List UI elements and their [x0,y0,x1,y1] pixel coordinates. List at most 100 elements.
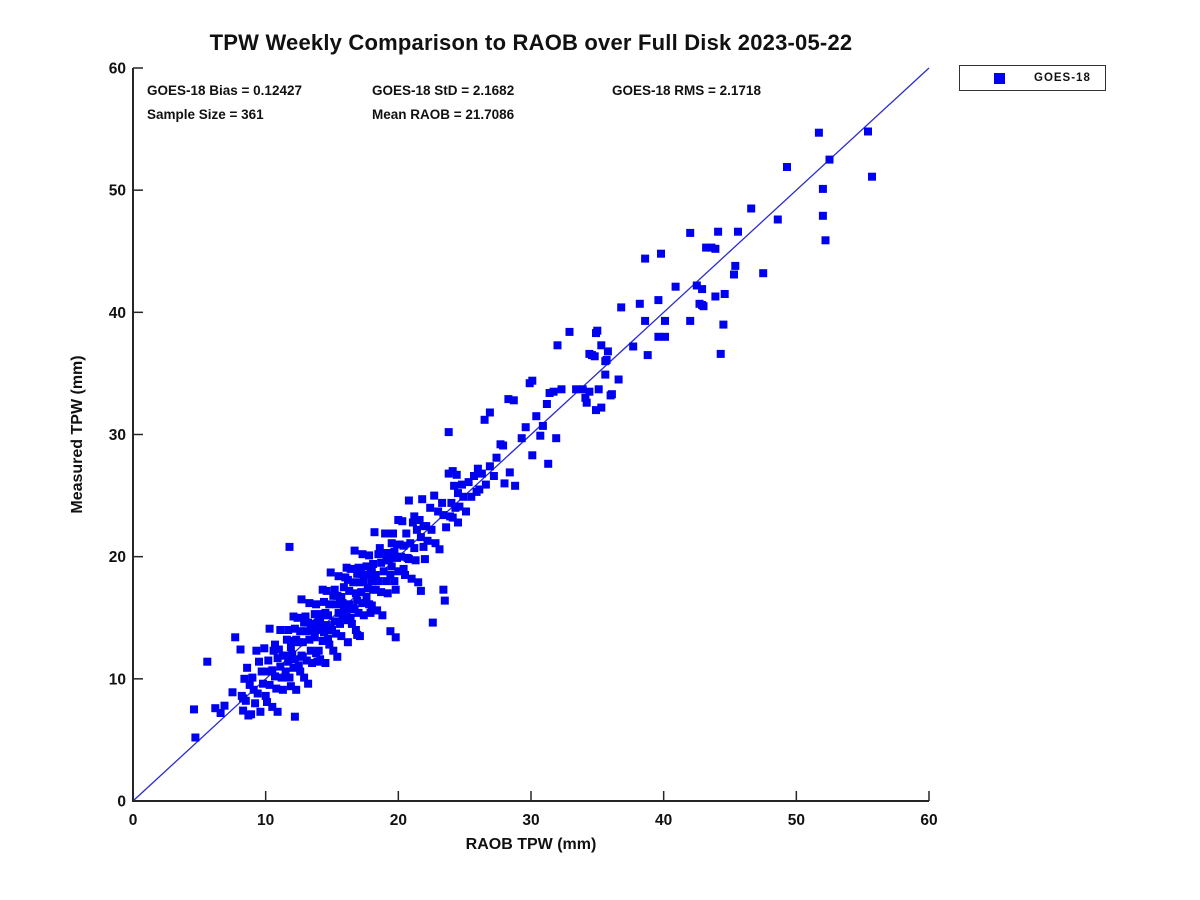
data-point [594,385,603,394]
data-point [316,655,325,664]
data-point [635,299,644,308]
data-point [399,541,408,550]
data-point [330,617,339,626]
data-point [277,673,286,682]
data-point [500,479,509,488]
data-point [581,393,590,402]
data-point [337,632,346,641]
data-point [304,679,313,688]
data-point [305,599,314,608]
data-point [747,204,756,213]
data-point [714,227,723,236]
data-point [572,385,581,394]
data-point [731,261,740,270]
data-point [373,606,382,615]
data-point [367,577,376,586]
data-point [423,536,432,545]
data-point [549,387,558,396]
data-point [371,585,380,594]
data-point [268,666,277,675]
data-point [654,332,663,341]
data-point [593,326,602,335]
stat-stdev: GOES-18 StD = 2.1682 [372,83,515,98]
data-point [462,507,470,516]
stat-sample-size: Sample Size = 361 [147,107,264,122]
data-point [435,545,444,554]
data-point [330,585,339,594]
data-point [597,403,606,412]
data-point [286,682,295,691]
y-tick-label: 60 [109,61,126,78]
data-point [354,563,363,572]
data-point [274,645,283,654]
data-point [316,616,325,625]
data-point [268,702,277,711]
data-point [296,627,305,636]
data-point [190,705,198,714]
data-point [332,629,340,638]
data-point [422,522,431,531]
data-point [306,646,315,655]
data-point [296,667,305,676]
stat-bias: GOES-18 Bias = 0.12427 [147,83,302,98]
data-point [343,638,352,647]
data-point [641,316,650,325]
data-point [338,599,347,608]
data-point [379,567,388,576]
data-point [699,302,708,311]
data-point [265,680,274,689]
data-point [261,691,270,700]
data-point [716,349,725,358]
data-point [404,496,413,505]
x-tick-label: 50 [788,812,805,829]
data-point [438,498,447,507]
data-point [450,481,459,490]
data-point [821,236,830,245]
data-point [818,211,827,220]
data-point [353,630,362,639]
data-point [370,528,379,537]
data-point [783,163,791,171]
y-tick-label: 0 [117,794,126,811]
data-point [312,600,321,609]
data-point [255,657,263,666]
y-axis-label: Measured TPW (mm) [69,355,86,513]
data-point [411,556,420,565]
data-point [419,542,428,551]
data-point [641,254,650,263]
data-point [288,650,297,659]
data-point [401,571,409,579]
data-point [374,550,383,559]
data-point [864,127,872,136]
data-point [354,608,363,617]
data-point [538,421,547,430]
data-point [528,376,537,385]
data-point [300,673,309,682]
data-point [382,577,391,586]
data-point [345,586,354,595]
data-point [253,689,262,698]
data-point [286,643,295,652]
data-point [334,572,343,581]
data-point [582,398,591,407]
data-point [485,408,494,417]
data-point [590,352,599,361]
data-point [397,552,405,561]
data-point [410,512,419,521]
data-point [293,613,302,622]
x-tick-label: 0 [129,812,138,829]
data-point [359,577,368,586]
data-point [692,281,701,290]
data-point [325,600,334,609]
data-point [447,498,456,507]
data-point [321,659,330,667]
y-tick-label: 40 [109,305,126,322]
data-point [394,567,403,576]
data-point [294,661,303,670]
data-point [365,551,374,560]
data-point [492,453,501,462]
data-point [467,492,476,501]
legend-label: GOES-18 [1034,72,1091,84]
data-point [553,341,562,350]
data-point [818,184,827,193]
